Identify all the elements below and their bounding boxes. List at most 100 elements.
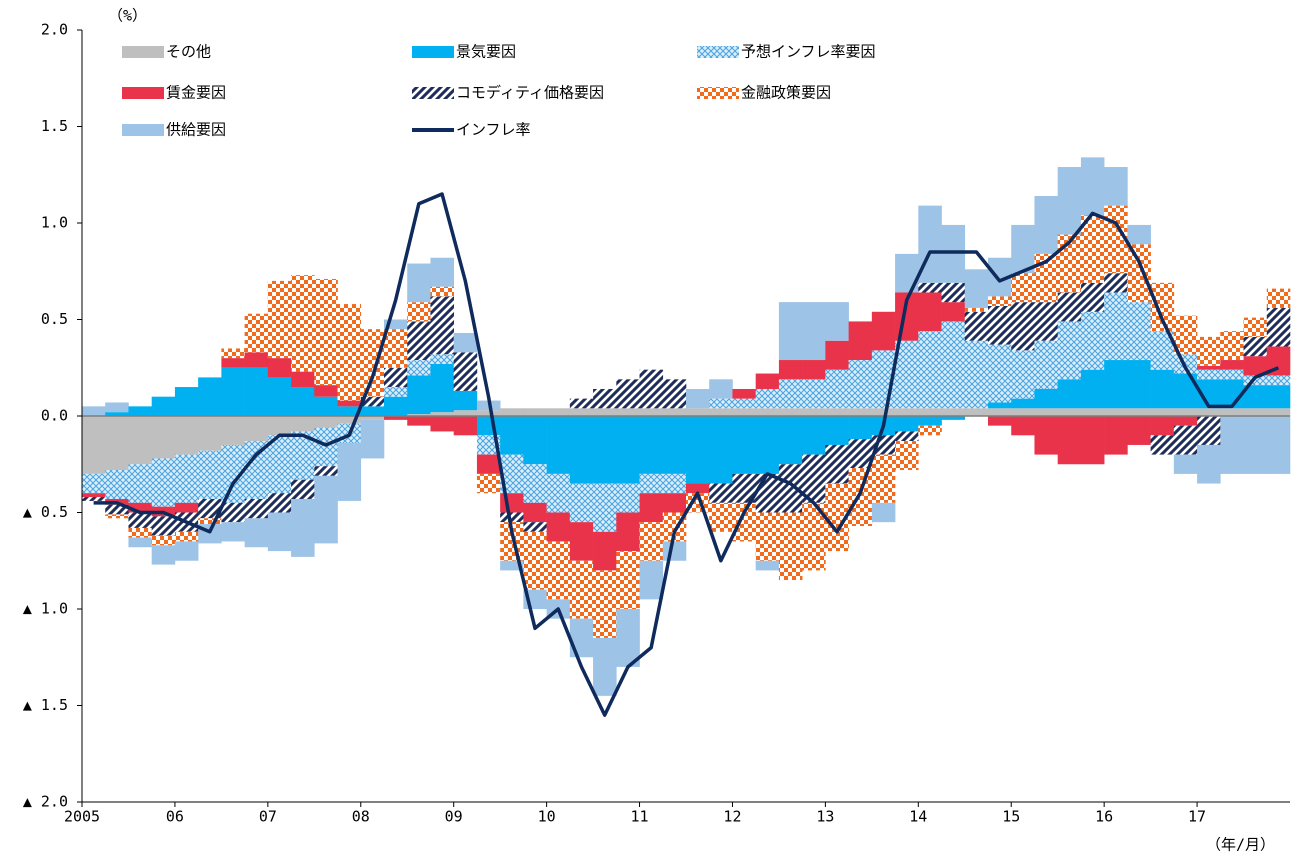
bar-segment (314, 278, 338, 386)
bar-segment (616, 609, 640, 667)
bar-segment (1080, 311, 1105, 370)
bar-segment (267, 280, 292, 359)
bar-segment (825, 416, 849, 445)
bar-segment (662, 379, 687, 409)
bar-segment (709, 408, 733, 416)
bar-segment (1034, 302, 1058, 341)
bar-segment (244, 441, 269, 499)
bar-segment (291, 275, 315, 372)
bar-segment (128, 464, 152, 503)
bar-segment (988, 402, 1012, 409)
bar-segment (988, 344, 1012, 403)
bar-segment (314, 475, 338, 544)
bar-segment (267, 435, 292, 494)
bar-segment (1243, 356, 1268, 376)
bar-segment (895, 416, 919, 432)
bar-segment (639, 560, 664, 600)
x-tick-label: 17 (1188, 808, 1206, 826)
bar-segment (337, 416, 362, 424)
bar-segment (871, 502, 896, 523)
bar-segment (500, 416, 524, 455)
x-tick-label: 07 (259, 808, 277, 826)
bar-segment (1057, 321, 1082, 380)
bar-segment (407, 263, 431, 303)
bar-segment (662, 473, 687, 494)
bar-segment (988, 257, 1012, 297)
bar-segment (1080, 282, 1105, 312)
bar-segment (82, 473, 106, 494)
bar-segment (1220, 331, 1244, 361)
bar-segment (1220, 416, 1244, 474)
bar-segment (732, 502, 756, 542)
legend-label: 供給要因 (166, 121, 226, 139)
bar-segment (755, 408, 780, 416)
bar-segment (1127, 224, 1151, 245)
bar-segment (337, 400, 362, 407)
bar-segment (1243, 416, 1268, 474)
bar-segment (360, 419, 385, 459)
bar-segment (871, 454, 896, 503)
bar-segment (732, 416, 756, 474)
bar-segment (616, 551, 640, 609)
bar-segment (476, 416, 501, 436)
bar-segment (1220, 408, 1244, 416)
bar-segment (709, 398, 733, 409)
bar-segment (198, 518, 222, 525)
bar-segment (151, 535, 176, 546)
bar-segment (941, 321, 966, 409)
bar-segment (778, 408, 803, 416)
bar-segment (128, 416, 152, 465)
legend-swatch (122, 124, 164, 136)
bar-segment (1243, 336, 1268, 357)
bar-segment (964, 340, 989, 409)
bar-segment (755, 560, 780, 571)
bar-segment (1080, 408, 1105, 416)
bar-segment (1173, 454, 1198, 474)
bar-segment (500, 454, 524, 494)
bar-segment (151, 396, 176, 416)
bar-segment (407, 321, 431, 361)
bar-segment (941, 302, 966, 322)
bar-segment (1127, 408, 1151, 416)
bar-segment (1150, 408, 1175, 416)
bar-segment (732, 473, 756, 503)
bar-segment (291, 431, 315, 480)
bar-segment (82, 497, 106, 501)
bar-segment (523, 416, 547, 465)
bar-segment (964, 408, 989, 416)
bar-segment (244, 352, 269, 368)
bar-segment (221, 444, 245, 503)
bar-segment (569, 408, 594, 416)
bar-segment (523, 502, 547, 523)
bar-segment (709, 483, 733, 503)
bar-segment (825, 302, 849, 341)
bar-segment (593, 637, 617, 696)
y-tick-label: ▲ 2.0 (23, 793, 68, 811)
bar-segment (407, 375, 431, 415)
bar-segment (174, 541, 199, 561)
bar-segment (616, 512, 640, 552)
bar-segment (1034, 416, 1058, 455)
bar-segment (430, 286, 454, 297)
bar-segment (593, 570, 617, 638)
bar-segment (291, 371, 315, 388)
bar-segment (1011, 224, 1035, 274)
bar-segment (151, 458, 176, 507)
bar-segment (1266, 408, 1291, 416)
bar-segment (964, 269, 989, 308)
x-tick-label: 16 (1095, 808, 1113, 826)
bar-segment (500, 560, 524, 571)
bar-segment (662, 541, 687, 561)
bar-segment (1127, 244, 1151, 303)
bar-segment (105, 412, 129, 416)
bar-segment (778, 512, 803, 581)
bar-segment (871, 408, 896, 416)
y-tick-label: 1.5 (41, 117, 68, 135)
bar-segment (593, 483, 617, 532)
bar-segment (755, 373, 780, 389)
bar-segment (569, 483, 594, 523)
bar-segment (407, 360, 431, 376)
x-tick-label: 13 (816, 808, 834, 826)
bar-segment (639, 416, 664, 474)
